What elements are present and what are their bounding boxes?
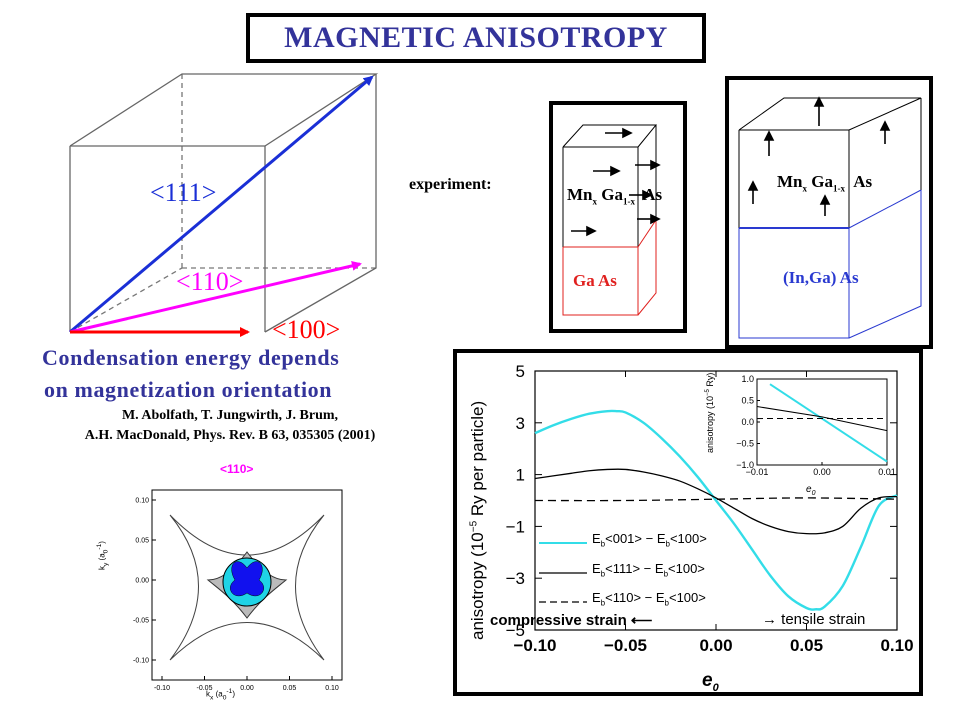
sample-ingaas-drawing	[738, 96, 922, 339]
label-110: <110>	[176, 267, 244, 296]
main-xtick-label: 0.10	[880, 636, 913, 655]
fermi-outer-contour	[169, 514, 325, 661]
main-xtick-label: 0.05	[790, 636, 823, 655]
series-line	[534, 409, 898, 611]
fermi-xtick-label: -0.05	[197, 685, 213, 692]
sample-gaas-substrate-label: Ga As	[573, 271, 617, 290]
legend-entry-001: Eb<001> − Eb<100>	[592, 531, 707, 549]
inset-xtick-label: −0.01	[746, 467, 769, 477]
fermi-ytick-label: -0.10	[133, 658, 149, 665]
fermi-plot-title: <110>	[220, 462, 254, 476]
compressive-strain-label: compressive strain ⟵	[490, 612, 653, 629]
fermi-ytick-label: -0.05	[133, 618, 149, 625]
fermi-ytick-label: 0.10	[135, 498, 149, 505]
main-ytick-label: −5	[506, 621, 525, 640]
inset-xtick-label: 0.00	[813, 467, 831, 477]
anisotropy-ylabel: anisotropy (10−5 Ry per particle)	[468, 400, 487, 640]
fermi-xtick-label: 0.00	[240, 685, 254, 692]
label-100: <100>	[272, 315, 341, 344]
arrow-111	[69, 75, 374, 334]
fermi-surface-plot: -0.10 0.10 -0.05 0.05 0.00 0.00 0.05 -0.05 0.10 -…	[133, 489, 343, 693]
sample-ingaas-substrate-label: (In,Ga) As	[783, 268, 859, 287]
series-line	[534, 497, 898, 502]
inset-xtick-label: 0.01	[878, 467, 896, 477]
arrow-110	[69, 260, 362, 334]
sample-gaas: Mnx Ga1-x As Ga As	[549, 101, 687, 333]
caption-line1: Condensation energy depends	[42, 345, 340, 370]
inset-ytick-label: −0.5	[736, 439, 754, 449]
cube-edges	[69, 73, 379, 333]
main-ytick-label: −3	[506, 569, 525, 588]
e0-annotation: e0	[806, 484, 816, 497]
fermi-ytick-label: 0.05	[135, 538, 149, 545]
inset-ytick-label: −1.0	[736, 460, 754, 470]
fermi-ticks: -0.10 0.10 -0.05 0.05 0.00 0.00 0.05 -0.05 0.10 -…	[133, 498, 339, 693]
fermi-clover-contour	[230, 561, 264, 597]
main-ytick-label: 3	[516, 414, 525, 433]
crystal-cube-diagram	[69, 73, 379, 337]
fermi-xlabel: kx (a0-1)	[206, 688, 235, 702]
reference-line2: A.H. MacDonald, Phys. Rev. B 63, 035305 …	[84, 428, 376, 443]
series-line	[534, 468, 898, 535]
main-ytick-label: −1	[506, 517, 525, 536]
tensile-strain-label: → tensile strain	[762, 611, 866, 628]
fermi-ytick-label: 0.00	[135, 578, 149, 585]
experiment-label: experiment:	[409, 176, 492, 193]
fermi-ylabel: ky (a0-1)	[96, 541, 110, 570]
inset-ytick-label: 0.0	[741, 417, 754, 427]
title-box: MAGNETIC ANISOTROPY	[246, 13, 706, 63]
main-xtick-label: −0.10	[513, 636, 556, 655]
sample-ingaas: Mnx Ga1-x As (In,Ga) As	[725, 76, 933, 349]
legend-entry-111: Eb<111> − Eb<100>	[592, 561, 705, 579]
sample-gaas-layer-label: Mnx Ga1-x As	[567, 185, 663, 207]
fermi-xtick-label: -0.10	[154, 685, 170, 692]
sample-gaas-drawing	[562, 124, 661, 316]
main-xtick-label: −0.05	[604, 636, 647, 655]
main-xtick-label: 0.00	[699, 636, 732, 655]
legend-entry-110: Eb<110> − Eb<100>	[592, 590, 706, 608]
main-ytick-label: 5	[516, 362, 525, 381]
caption-line2: on magnetization orientation	[44, 377, 333, 402]
label-111: <111>	[150, 178, 217, 207]
anisotropy-chart: −0.10 −0.05 0.00 0.05 0.10 5 3 1 −1 −3 −5 −0.01 0.0…	[506, 362, 914, 655]
anisotropy-xlabel: e0	[702, 670, 719, 694]
anisotropy-chart-frame: −0.10 −0.05 0.00 0.05 0.10 5 3 1 −1 −3 −5 −0.01 0.0…	[453, 349, 923, 696]
cube-edge-hidden	[69, 267, 183, 333]
inset-series-line	[756, 406, 888, 432]
inset-ylabel: anisotropy (10−5 Ry)	[705, 372, 715, 453]
inset-ytick-label: 1.0	[741, 374, 754, 384]
fermi-xtick-label: 0.10	[325, 685, 339, 692]
inset-plot-area	[756, 378, 888, 466]
page-title: MAGNETIC ANISOTROPY	[284, 21, 668, 54]
inset-ytick-label: 0.5	[741, 396, 754, 406]
reference-line1: M. Abolfath, T. Jungwirth, J. Brum,	[121, 408, 339, 423]
main-ytick-label: 1	[516, 466, 525, 485]
sample-ingaas-layer-label: Mnx Ga1-x As	[777, 172, 873, 194]
fermi-xtick-label: 0.05	[283, 685, 297, 692]
